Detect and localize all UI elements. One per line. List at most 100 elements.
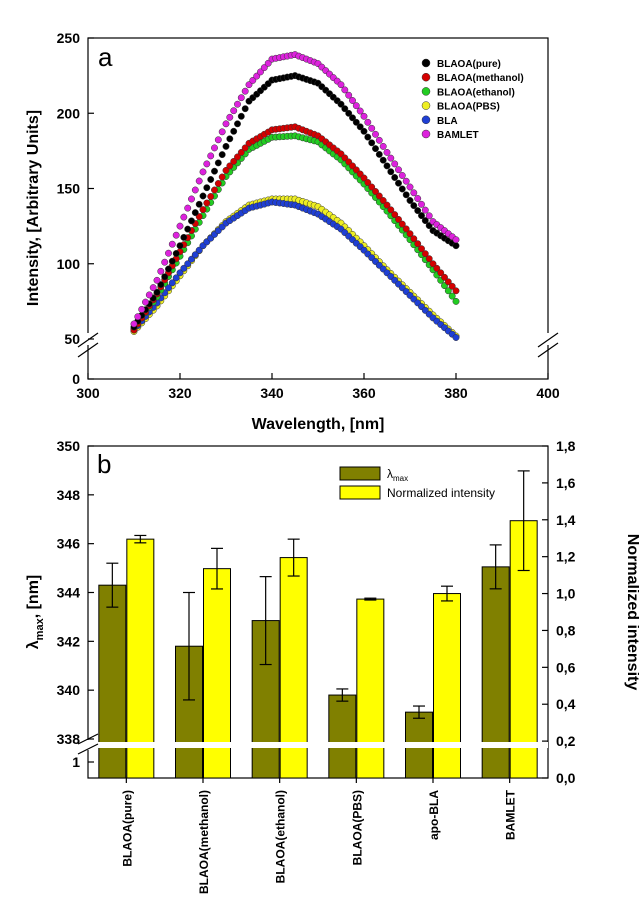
data-point <box>383 201 391 209</box>
data-point <box>352 102 360 110</box>
data-point <box>372 130 379 138</box>
data-point <box>395 215 402 223</box>
bar-group-blaoa-pbs: BLAOA(PBS) <box>328 597 385 865</box>
panel-a-legend: BLAOA(pure) BLAOA(methanol) BLAOA(ethanol)… <box>421 58 524 141</box>
data-point <box>199 168 207 176</box>
left-tick-label: 350 <box>57 438 81 454</box>
panel-b-legend: λmax Normalized intensity <box>339 466 495 500</box>
panel-a-x-axis-label: Wavelength, [nm] <box>252 416 385 433</box>
legend-label-normalized-intensity: Normalized intensity <box>387 486 495 500</box>
data-point <box>383 148 391 156</box>
x-tick-label: 320 <box>168 385 192 401</box>
data-point <box>199 192 207 200</box>
legend-label-bamlet: BAMLET <box>437 130 479 141</box>
data-point <box>199 206 207 214</box>
data-point <box>402 177 410 185</box>
data-point <box>368 124 376 132</box>
bar-lambda-max <box>98 584 127 779</box>
bar-group-bamlet: BAMLET <box>481 470 538 840</box>
data-point <box>207 176 215 183</box>
data-point <box>207 152 215 160</box>
data-point <box>425 255 433 263</box>
panel-b-left-axis-label: λmax, [nm] <box>25 575 46 649</box>
data-point <box>191 251 199 259</box>
data-point <box>172 274 180 282</box>
data-point <box>180 213 188 221</box>
data-point <box>241 87 249 95</box>
panel-b-axis-break-mark-2 <box>77 743 99 755</box>
data-point <box>368 139 376 147</box>
data-point <box>165 249 172 257</box>
data-point <box>444 278 452 286</box>
left-tick-label: 348 <box>57 487 81 503</box>
data-point <box>241 144 249 152</box>
data-point <box>448 292 456 300</box>
data-point <box>237 112 245 120</box>
data-point <box>207 193 215 200</box>
data-point <box>452 334 460 341</box>
data-point <box>345 109 353 117</box>
x-tick-label: 360 <box>352 385 376 401</box>
data-point <box>188 217 195 225</box>
data-point <box>234 100 241 108</box>
series-blaoa-methanol <box>130 123 460 334</box>
legend-label-bla: BLA <box>437 116 458 127</box>
data-point <box>406 183 414 191</box>
data-point <box>360 112 368 120</box>
legend-label-blaoa-methanol: BLAOA(methanol) <box>437 73 524 84</box>
data-point <box>391 211 399 219</box>
right-tick-label: 1,6 <box>556 475 576 491</box>
data-point <box>168 279 176 287</box>
bar-normalized-intensity <box>433 593 461 779</box>
category-label-blaoa-pbs: BLAOA(PBS) <box>350 790 364 865</box>
category-label-apo-bla: apo-BLA <box>427 790 441 840</box>
data-point <box>364 118 372 126</box>
bar-normalized-intensity <box>356 598 385 779</box>
data-point <box>391 174 399 181</box>
data-point <box>421 206 429 214</box>
data-point <box>337 81 345 89</box>
category-label-blaoa-ethanol: BLAOA(ethanol) <box>274 790 288 883</box>
data-point <box>214 136 222 144</box>
data-point <box>145 291 153 299</box>
x-tick-label: 400 <box>536 385 560 401</box>
data-point <box>452 242 460 250</box>
data-point <box>398 185 406 193</box>
data-point <box>383 162 391 170</box>
data-point <box>249 76 257 84</box>
category-label-blaoa-methanol: BLAOA(methanol) <box>197 790 211 894</box>
panel-b-break-gap <box>88 742 548 748</box>
panel-a-ticks: 300 320 340 360 380 400 0 50 100 150 200 250 <box>57 30 560 401</box>
legend-label-blaoa-pbs: BLAOA(PBS) <box>437 102 500 113</box>
data-point <box>218 128 226 136</box>
legend-marker-bla <box>421 115 431 125</box>
panel-a-axis-break-mark-right <box>537 332 559 348</box>
left-tick-label: 344 <box>57 585 81 601</box>
data-point <box>379 156 387 164</box>
panel-a-y-axis-label: Intensity, [Arbitrary Units] <box>25 110 42 306</box>
data-point <box>337 100 345 108</box>
category-label-bamlet: BAMLET <box>504 789 518 840</box>
data-point <box>230 157 238 165</box>
right-tick-label: 1,0 <box>556 586 576 602</box>
data-point <box>234 153 241 161</box>
panel-a-series <box>130 51 460 341</box>
data-point <box>230 107 238 115</box>
legend-marker-bamlet <box>421 129 431 139</box>
data-point <box>130 320 138 328</box>
data-point <box>452 297 460 305</box>
data-point <box>195 246 203 254</box>
data-point <box>410 189 418 197</box>
left-tick-label: 342 <box>57 633 81 649</box>
right-tick-label: 0,2 <box>556 733 576 749</box>
data-point <box>421 217 429 225</box>
data-point <box>241 105 249 113</box>
data-point <box>184 260 192 268</box>
data-point <box>398 220 406 228</box>
data-point <box>418 245 425 253</box>
data-point <box>360 127 368 135</box>
data-point <box>379 142 387 150</box>
panel-b-ticks: 1 338 340 342 344 346 348 350 0,0 0,2 0,4 0,6 0,8 1,0… <box>57 438 576 786</box>
data-point <box>425 212 433 220</box>
data-point <box>211 144 218 152</box>
